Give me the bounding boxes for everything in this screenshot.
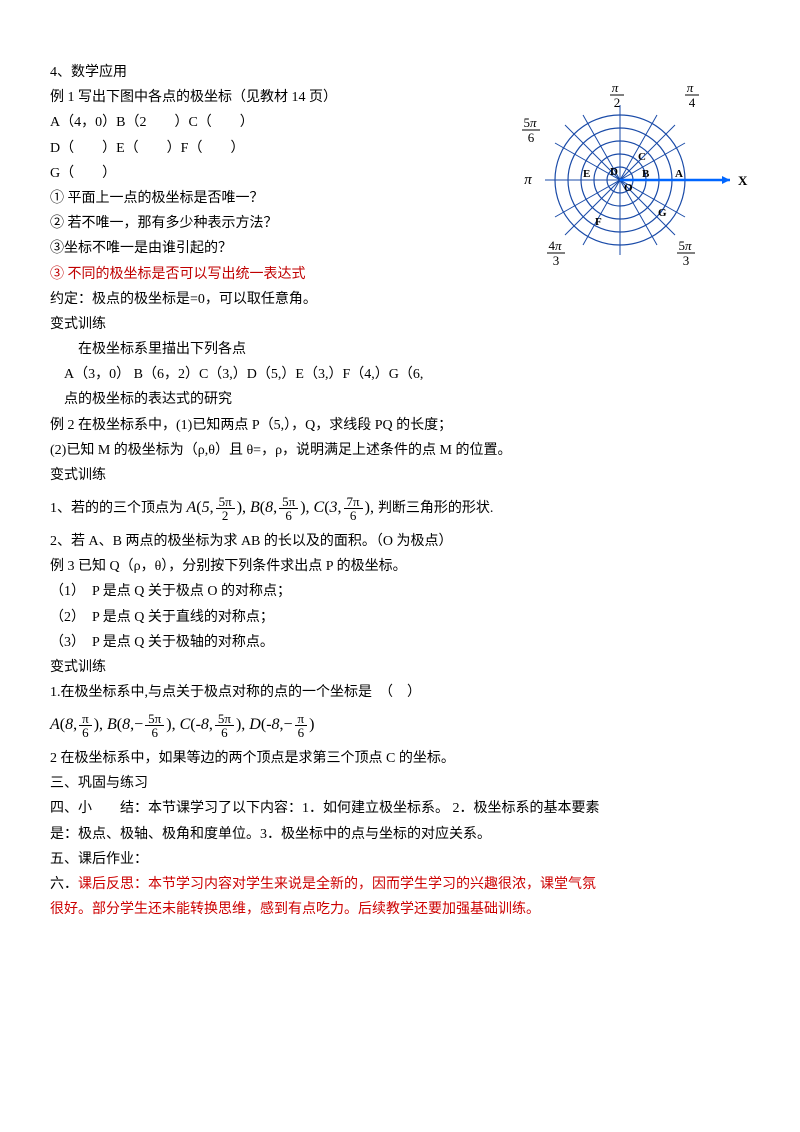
svg-text:B: B	[642, 168, 650, 180]
example-3: 例 3 已知 Q（ρ，θ），分别按下列条件求出点 P 的极坐标。	[50, 554, 750, 579]
variant-1-suffix: 判断三角形的形状.	[378, 501, 494, 516]
example-3-sub-1: （1） P 是点 Q 关于极点 O 的对称点；	[50, 579, 750, 604]
svg-text:E: E	[583, 168, 590, 180]
svg-text:π: π	[524, 172, 532, 188]
svg-text:5π: 5π	[523, 115, 537, 130]
reflection-text-2: 很好。部分学生还未能转换思维，感到有点吃力。后续教学还要加强基础训练。	[50, 897, 750, 922]
svg-text:π: π	[687, 80, 694, 95]
example-2-line-1: 例 2 在极坐标系中，(1)已知两点 P（5,），Q，求线段 PQ 的长度；	[50, 413, 750, 438]
svg-text:3: 3	[553, 253, 560, 268]
reflection-text-1: 课后反思：本节学习内容对学生来说是全新的，因而学生学习的兴趣很浓，课堂气氛	[78, 877, 596, 892]
section-3: 三、巩固与练习	[50, 771, 750, 796]
example-3-sub-3: （3） P 是点 Q 关于极轴的对称点。	[50, 630, 750, 655]
variant-1-formula-line: 1、若的的三个顶点为 A(5,5π2), B(8,5π6), C(3,7π6),…	[50, 494, 750, 523]
variant-training-title-2: 变式训练	[50, 463, 750, 488]
document-content: A B C D E F G O X π 2 π 4 5π 6	[50, 60, 750, 922]
research-title: 点的极坐标的表达式的研究	[50, 387, 750, 412]
polar-coordinate-diagram: A B C D E F G O X π 2 π 4 5π 6	[490, 80, 770, 280]
section-5: 五、课后作业：	[50, 847, 750, 872]
formula-triangle-vertices: A(5,5π2), B(8,5π6), C(3,7π6),	[187, 499, 378, 516]
variant-3-question-2: 2 在极坐标系中，如果等边的两个顶点是求第三个顶点 C 的坐标。	[50, 746, 750, 771]
formula-answer-options: A(8,π6), B(8,−5π6), C(-8,5π6), D(-8,−π6)	[50, 711, 750, 740]
variant-3-question-1: 1.在极坐标系中,与点关于极点对称的点的一个坐标是 （ ）	[50, 680, 750, 705]
variant-training-title-3: 变式训练	[50, 655, 750, 680]
svg-text:A: A	[675, 168, 683, 180]
section-6-prefix: 六．	[50, 877, 78, 892]
variant-2: 2、若 A、B 两点的极坐标为求 AB 的长以及的面积。（O 为极点）	[50, 529, 750, 554]
variant-description: 在极坐标系里描出下列各点	[50, 337, 750, 362]
svg-text:F: F	[595, 216, 602, 228]
svg-text:4π: 4π	[548, 238, 562, 253]
svg-text:X: X	[738, 173, 748, 188]
section-4-summary-line-2: 是：极点、极轴、极角和度单位。3．极坐标中的点与坐标的对应关系。	[50, 822, 750, 847]
variant-1-prefix: 1、若的的三个顶点为	[50, 501, 183, 516]
variant-points: A（3，0） B（6，2）C（3,）D（5,）E（3,）F（4,）G（6,	[50, 362, 750, 387]
section-4-summary-line-1: 四、小 结：本节课学习了以下内容：1．如何建立极坐标系。 2．极坐标系的基本要素	[50, 796, 750, 821]
section-6-line-1: 六．课后反思：本节学习内容对学生来说是全新的，因而学生学习的兴趣很浓，课堂气氛	[50, 872, 750, 897]
example-2-line-2: (2)已知 M 的极坐标为（ρ,θ）且 θ=，ρ，说明满足上述条件的点 M 的位…	[50, 438, 750, 463]
svg-text:G: G	[658, 207, 667, 219]
svg-text:5π: 5π	[678, 238, 692, 253]
variant-training-title-1: 变式训练	[50, 312, 750, 337]
svg-text:2: 2	[614, 95, 621, 110]
example-3-sub-2: （2） P 是点 Q 关于直线的对称点；	[50, 605, 750, 630]
convention-text: 约定：极点的极坐标是=0，可以取任意角。	[50, 287, 750, 312]
svg-text:D: D	[610, 166, 618, 178]
svg-text:3: 3	[683, 253, 690, 268]
svg-text:O: O	[624, 182, 633, 194]
svg-text:4: 4	[689, 95, 696, 110]
svg-text:C: C	[638, 151, 646, 163]
svg-text:6: 6	[528, 130, 535, 145]
svg-text:π: π	[612, 80, 619, 95]
